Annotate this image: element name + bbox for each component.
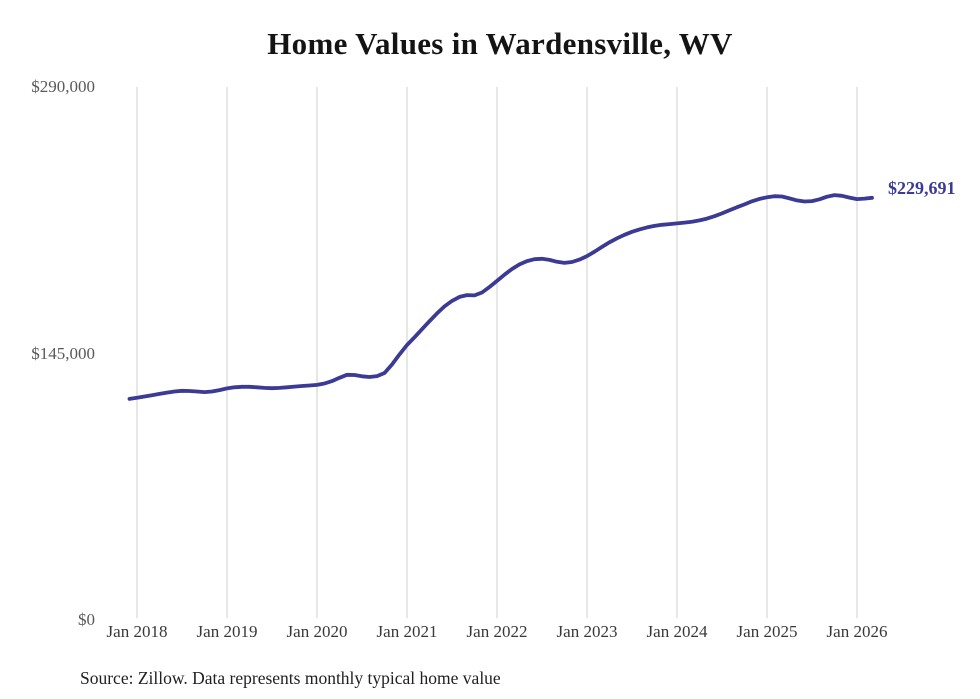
x-axis-tick-label: Jan 2021 <box>376 622 438 641</box>
source-note: Source: Zillow. Data represents monthly … <box>80 668 501 688</box>
x-axis-tick-label: Jan 2020 <box>286 622 348 641</box>
chart-title: Home Values in Wardensville, WV <box>267 26 733 61</box>
x-axis-tick-label: Jan 2025 <box>736 622 798 641</box>
x-axis-tick-label: Jan 2018 <box>106 622 168 641</box>
y-axis-tick-label: $0 <box>78 610 95 629</box>
x-axis-tick-label: Jan 2019 <box>196 622 258 641</box>
year-gridlines <box>136 87 858 618</box>
y-axis-tick-label: $145,000 <box>31 343 95 363</box>
y-axis-tick-label: $290,000 <box>31 77 95 96</box>
x-axis-tick-label: Jan 2022 <box>466 622 528 641</box>
x-axis-tick-label: Jan 2024 <box>646 622 708 641</box>
x-axis-tick-label: Jan 2023 <box>556 622 618 641</box>
latest-value-label: $229,691 <box>888 177 956 198</box>
x-axis-tick-label: Jan 2026 <box>826 622 888 641</box>
home-value-line <box>127 193 874 401</box>
